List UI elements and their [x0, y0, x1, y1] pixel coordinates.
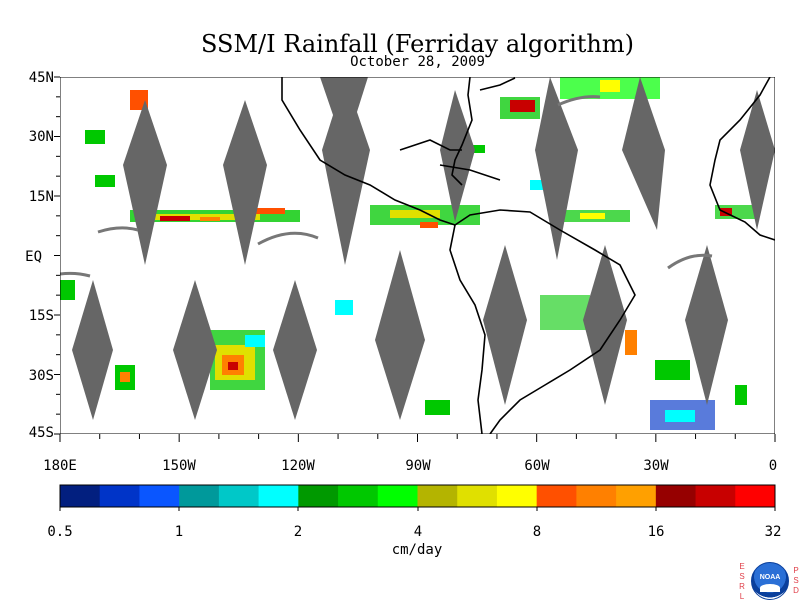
colorbar-swatch: [655, 485, 697, 507]
rain-band-itcz-pacific: [130, 208, 300, 222]
colorbar-tick-labels: 0.5 1 2 4 8 16 32: [47, 524, 781, 540]
colorbar-tick-label: 16: [648, 524, 665, 540]
colorbar-swatch: [616, 485, 657, 507]
lat-label: 15S: [29, 308, 54, 324]
chart-date: October 28, 2009: [350, 54, 485, 70]
lon-label: 60W: [524, 458, 550, 474]
colorbar-tick-label: 1: [175, 524, 183, 540]
colorbar-swatch: [298, 485, 339, 507]
colorbar-tick-label: 2: [294, 524, 302, 540]
latitude-labels: 45N 30N 15N EQ 15S 30S 45S: [25, 70, 54, 441]
logo-psd-letters: P S D: [793, 566, 799, 595]
lon-label: 120W: [281, 458, 315, 474]
rain-scatter: [60, 90, 747, 430]
swath-gaps: [72, 77, 775, 420]
colorbar-swatch: [695, 485, 736, 507]
colorbar-swatch: [338, 485, 379, 507]
map-panel: [60, 77, 775, 434]
colorbar-tick-label: 32: [765, 524, 782, 540]
longitude-labels: 180E 150W 120W 90W 60W 30W 0: [43, 458, 777, 474]
colorbar-tick-label: 8: [533, 524, 541, 540]
colorbar-swatch: [377, 485, 418, 507]
colorbar-swatch: [735, 485, 776, 507]
lat-label: 45S: [29, 425, 54, 441]
lon-label: 90W: [405, 458, 431, 474]
rain-cluster-south-pacific: [210, 330, 265, 390]
lon-label: 180E: [43, 458, 77, 474]
colorbar-swatch: [139, 485, 180, 507]
chart-title: SSM/I Rainfall (Ferriday algorithm): [200, 30, 635, 58]
lon-label: 0: [769, 458, 777, 474]
logo-esrl-letters: E S R L: [739, 562, 745, 601]
colorbar-swatch: [457, 485, 498, 507]
colorbar-swatch: [417, 485, 458, 507]
lon-label: 150W: [162, 458, 196, 474]
lat-label: 45N: [29, 70, 54, 86]
colorbar-swatch: [60, 485, 101, 507]
colorbar-tick-label: 4: [414, 524, 422, 540]
colorbar-tick-label: 0.5: [47, 524, 72, 540]
lat-label: 15N: [29, 189, 54, 205]
swath-arcs: [60, 95, 713, 278]
colorbar: [59, 484, 776, 511]
lat-label: 30S: [29, 368, 54, 384]
colorbar-swatch: [218, 485, 260, 507]
colorbar-swatch: [536, 485, 577, 507]
colorbar-unit-label: cm/day: [392, 542, 443, 558]
colorbar-swatch: [179, 485, 220, 507]
colorbar-swatch: [258, 485, 299, 507]
lon-label: 30W: [643, 458, 669, 474]
lat-label: EQ: [25, 249, 42, 265]
map-background: [60, 77, 775, 434]
colorbar-swatch: [496, 485, 538, 507]
lat-label: 30N: [29, 129, 54, 145]
colorbar-swatch: [576, 485, 617, 507]
colorbar-swatch: [99, 485, 140, 507]
rain-cluster-atlantic-north: [500, 77, 660, 119]
noaa-logo-icon: NOAA: [751, 562, 789, 600]
coastlines: [281, 77, 775, 434]
axis-ticks: [54, 76, 776, 442]
